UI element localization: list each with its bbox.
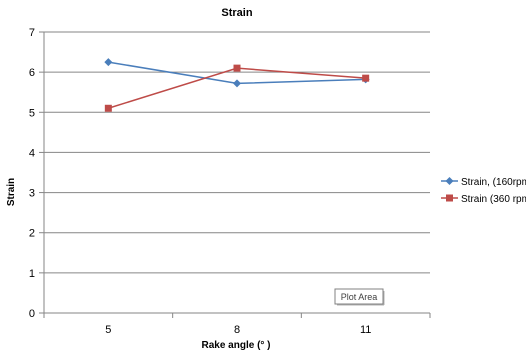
x-tick-label: 8 xyxy=(234,324,240,336)
y-tick-label: 0 xyxy=(29,308,35,320)
legend-label: Strain (360 rpm xyxy=(461,194,526,205)
y-tick-label: 3 xyxy=(29,188,35,200)
y-tick-label: 2 xyxy=(29,228,35,240)
data-point xyxy=(233,79,241,88)
y-tick-label: 4 xyxy=(29,147,35,159)
y-tick-label: 5 xyxy=(29,107,35,119)
x-tick-labels: 5 8 11 xyxy=(105,324,371,336)
legend-entry: Strain (360 rpm xyxy=(441,194,526,205)
gridlines xyxy=(44,31,430,274)
plot-area-tooltip-box xyxy=(334,288,384,305)
legend-label: Strain, (160rpm xyxy=(461,177,526,188)
x-axis-label: Rake angle (° ) xyxy=(201,340,270,351)
data-point xyxy=(104,104,112,112)
data-point xyxy=(445,177,454,185)
x-tick-label: 11 xyxy=(360,324,371,336)
legend-entry: Strain, (160rpm xyxy=(441,177,526,188)
data-point xyxy=(446,194,453,202)
data-point xyxy=(104,58,113,67)
plot-area-tooltip-label: Plot Area xyxy=(341,292,378,302)
legend: Strain, (160rpm Strain (360 rpm xyxy=(441,177,526,205)
axes xyxy=(39,31,431,318)
series-2 xyxy=(104,64,370,112)
data-point xyxy=(362,74,370,82)
y-tick-label: 1 xyxy=(29,268,35,280)
series xyxy=(104,58,370,112)
chart-title: Strain xyxy=(221,7,252,19)
plot-area-tooltip: Plot Area xyxy=(334,288,385,306)
series-1 xyxy=(104,58,370,88)
data-point xyxy=(233,64,241,72)
y-tick-labels: 0 1 2 3 4 5 6 7 xyxy=(29,27,35,320)
y-tick-label: 7 xyxy=(29,27,35,39)
y-axis-label: Strain xyxy=(6,178,17,206)
series-line xyxy=(108,67,366,109)
x-tick-label: 5 xyxy=(105,324,111,336)
y-tick-label: 6 xyxy=(29,67,35,79)
